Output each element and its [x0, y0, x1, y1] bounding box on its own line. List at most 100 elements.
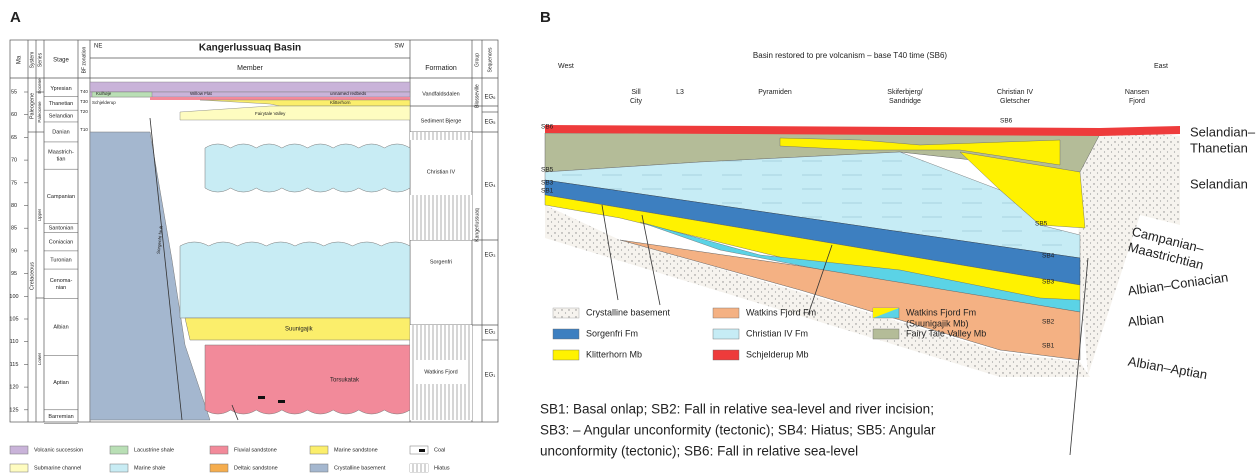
location-label: City [630, 98, 643, 105]
header: Sequences [487, 47, 493, 73]
member-label: Kulhøje [96, 91, 112, 96]
ma-tick-label: 75 [11, 180, 17, 186]
system-label: Paleogene [29, 93, 35, 119]
panel-label: A [10, 9, 21, 26]
series-label: Paleocene [37, 101, 42, 123]
legend-label: Watkins Fjord Fm [746, 307, 816, 317]
direction: SW [394, 44, 404, 50]
legend-swatch [110, 464, 128, 472]
header: BF zonation [81, 46, 87, 73]
legend-label: Christian IV Fm [746, 328, 808, 338]
group-label: Kangerlussuaq [474, 208, 480, 242]
location-label: Gletscher [1000, 98, 1031, 105]
page: AKangerlussuaq BasinNESWMaSystemSeriesSt… [0, 0, 1256, 476]
stage-label: Barremian [48, 414, 73, 420]
ma-tick-label: 100 [9, 294, 18, 300]
caption-line: SB1: Basal onlap; SB2: Fall in relative … [540, 402, 934, 417]
direction: East [1154, 63, 1168, 70]
sb-label: SB6 [1000, 118, 1013, 125]
stage-label: Selandian [49, 114, 73, 120]
member-label: unnamed redbeds [330, 91, 367, 96]
legend-label: Lacustrine shale [134, 447, 174, 453]
legend-swatch [110, 446, 128, 454]
legend-swatch [713, 329, 739, 339]
member-label: Klitterhorn [330, 100, 351, 105]
panel-label: B [540, 9, 551, 26]
sequence-label: EG₃ [484, 253, 496, 259]
zone-label: T10 [80, 127, 88, 132]
stage-label: tian [57, 157, 66, 163]
legend-label: Crystalline basement [586, 307, 671, 317]
location-label: L3 [676, 89, 684, 96]
legend-swatch [553, 350, 579, 360]
series-label: Upper [37, 208, 42, 221]
ma-tick-label: 60 [11, 112, 17, 118]
header: Member [237, 65, 263, 72]
member-label: Schjelderup [92, 100, 116, 105]
panel-title: Kangerlussuaq Basin [199, 43, 301, 54]
ma-tick-label: 120 [9, 385, 18, 391]
legend-label: Sorgenfri Fm [586, 328, 638, 338]
ma-tick-label: 95 [11, 271, 17, 277]
formation-label: Watkins Fjord [424, 369, 457, 375]
sb-label: SB3 [1042, 279, 1055, 286]
sb-label: SB1 [1042, 343, 1055, 350]
series-label: Eocene [37, 78, 42, 94]
legend-label: Submarine channel [34, 465, 81, 471]
legend-label: Klitterhorn Mb [586, 349, 642, 359]
ma-tick-label: 90 [11, 248, 17, 254]
ma-tick-label: 55 [11, 89, 17, 95]
header: Ma [17, 55, 23, 64]
legend-label: Crystalline basement [334, 465, 386, 471]
sequence-label: EG₆ [484, 95, 496, 101]
direction: NE [94, 44, 102, 50]
member-label: Suunigajik [285, 327, 314, 333]
stage-label: nian [56, 285, 66, 291]
stage-label: Aptian [53, 380, 69, 386]
location-label: Nansen [1125, 89, 1149, 96]
age-label: Selandian [1190, 176, 1248, 191]
sequence-label: EG₂ [485, 330, 497, 336]
legend-swatch [713, 350, 739, 360]
sequence-label: EG₅ [484, 120, 496, 126]
legend-swatch [10, 446, 28, 454]
stage-label: Maastrich- [48, 150, 74, 156]
ma-tick-label: 85 [11, 226, 17, 232]
legend-label: Schjelderup Mb [746, 349, 809, 359]
header: Group [474, 53, 480, 67]
legend-swatch [553, 329, 579, 339]
sb-label: SB5 [541, 167, 554, 174]
age-label: Thanetian [1190, 140, 1248, 155]
sb-label: SB4 [1042, 253, 1055, 260]
header: Formation [425, 65, 457, 72]
zone-label: T20 [80, 109, 88, 114]
formation-label: Vandfaldsdalen [422, 91, 460, 97]
legend-label: Watkins Fjord Fm [906, 307, 976, 317]
location-label: Pyramiden [758, 89, 792, 96]
header: Series [37, 52, 43, 67]
legend-swatch [873, 329, 899, 339]
ma-tick-label: 65 [11, 135, 17, 141]
sb-label: SB6 [541, 124, 554, 131]
stage-label: Campanian [47, 194, 75, 200]
stage-label: Coniacian [49, 239, 73, 245]
location-label: Fjord [1129, 98, 1145, 105]
legend-swatch [210, 464, 228, 472]
legend-swatch [10, 464, 28, 472]
caption-line: SB3: – Angular unconformity (tectonic); … [540, 423, 936, 438]
zone-label: T30 [80, 99, 88, 104]
figure: AKangerlussuaq BasinNESWMaSystemSeriesSt… [0, 0, 1256, 476]
legend-swatch [713, 308, 739, 318]
group-label: Blosseville [474, 84, 480, 108]
legend-label: Marine shale [134, 465, 166, 471]
ma-tick-label: 125 [9, 407, 18, 413]
stage-label: Cenoma- [50, 278, 73, 284]
formation-label: Christian IV [427, 169, 456, 175]
legend-hatch [410, 464, 428, 472]
ma-tick-label: 80 [11, 203, 17, 209]
ma-tick-label: 115 [10, 362, 19, 368]
legend-label: Deltaic sandstone [234, 465, 278, 471]
caption-line: unconformity (tectonic); SB6: Fall in re… [540, 444, 858, 459]
legend-coal [419, 449, 425, 452]
direction: West [558, 63, 574, 70]
